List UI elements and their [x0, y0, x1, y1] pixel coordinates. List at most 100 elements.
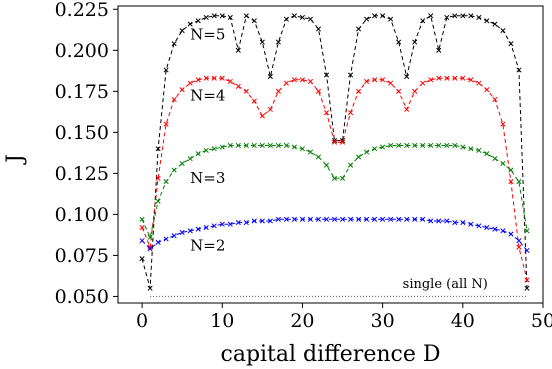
data-point: [187, 80, 193, 86]
data-point: [476, 223, 482, 229]
data-point: [147, 285, 153, 291]
data-point: [364, 149, 370, 155]
data-point: [195, 77, 201, 83]
data-point: [139, 256, 145, 262]
plot-frame: [117, 5, 544, 304]
data-point: [163, 179, 169, 185]
x-tick-label: 0: [136, 310, 148, 332]
y-axis-label: J: [3, 154, 28, 165]
data-point: [147, 246, 153, 252]
series-n5: [139, 13, 530, 291]
data-point: [492, 226, 498, 232]
data-point: [171, 233, 177, 239]
data-point: [331, 175, 338, 181]
data-point: [500, 228, 506, 234]
data-point: [283, 216, 289, 222]
data-point: [356, 154, 362, 160]
data-point: [476, 14, 482, 21]
data-point: [307, 216, 314, 222]
data-point: [235, 47, 241, 53]
axes-layer: [117, 5, 544, 304]
data-point: [444, 75, 450, 81]
data-point: [243, 142, 249, 149]
data-point: [508, 167, 514, 173]
data-point: [315, 154, 322, 160]
data-point: [267, 218, 273, 224]
data-point: [404, 142, 410, 149]
data-point: [155, 175, 161, 181]
data-point: [323, 72, 330, 78]
data-point: [516, 238, 522, 244]
data-point: [243, 88, 249, 94]
data-point: [267, 106, 273, 112]
x-axis-label: capital difference D: [221, 342, 441, 367]
data-point: [267, 142, 273, 149]
data-point: [412, 142, 418, 149]
data-point: [364, 78, 370, 85]
data-point: [468, 13, 474, 19]
data-point: [147, 234, 153, 240]
data-point: [275, 216, 281, 222]
data-point: [179, 160, 185, 167]
annotation-n4: N=4: [190, 86, 225, 104]
data-point: [460, 220, 466, 226]
data-point: [219, 221, 225, 227]
data-point: [484, 87, 490, 93]
data-point: [259, 218, 265, 224]
data-point: [179, 87, 185, 93]
x-tick-label: 30: [371, 310, 395, 332]
data-point: [283, 80, 289, 86]
x-axis-ticks: 0 10 20 30 40 50: [136, 303, 552, 332]
data-point: [323, 162, 330, 168]
data-point: [420, 216, 426, 222]
data-point: [460, 75, 466, 81]
x-tick-label: 20: [290, 310, 314, 332]
data-point: [139, 238, 145, 244]
series-n4: [139, 75, 530, 283]
data-point: [171, 41, 177, 47]
data-point: [307, 149, 314, 155]
data-point: [139, 216, 145, 222]
data-point: [524, 228, 530, 234]
data-point: [460, 13, 466, 19]
data-point: [492, 21, 498, 27]
data-point: [428, 13, 434, 19]
data-point: [460, 144, 466, 150]
data-point: [380, 13, 386, 19]
data-point: [356, 88, 362, 94]
data-point: [524, 247, 530, 254]
data-point: [396, 88, 402, 94]
data-point: [428, 142, 434, 149]
data-point: [476, 147, 482, 153]
data-point: [492, 156, 498, 162]
data-point: [243, 13, 249, 19]
data-point: [243, 220, 249, 226]
data-point: [364, 16, 370, 22]
data-point: [267, 74, 273, 80]
y-tick-label: 0.225: [55, 0, 109, 21]
data-point: [203, 75, 209, 81]
x-tick-label: 50: [531, 310, 552, 332]
data-point: [155, 146, 161, 152]
data-point: [171, 96, 177, 103]
data-point: [195, 18, 201, 24]
data-point: [412, 39, 418, 45]
data-point: [436, 47, 442, 53]
data-point: [323, 110, 330, 116]
data-point: [299, 14, 305, 21]
data-point: [227, 78, 233, 85]
data-point: [436, 218, 442, 224]
data-point: [436, 75, 442, 81]
data-point: [508, 41, 514, 47]
data-point: [412, 216, 418, 222]
data-point: [468, 221, 474, 227]
data-point: [452, 13, 458, 19]
data-point: [203, 14, 209, 21]
data-point: [428, 218, 434, 224]
data-point: [179, 229, 185, 235]
data-point: [251, 218, 257, 224]
data-point: [275, 88, 281, 94]
y-tick-label: 0.050: [55, 286, 109, 308]
data-point: [155, 198, 161, 204]
x-tick-label: 40: [451, 310, 475, 332]
